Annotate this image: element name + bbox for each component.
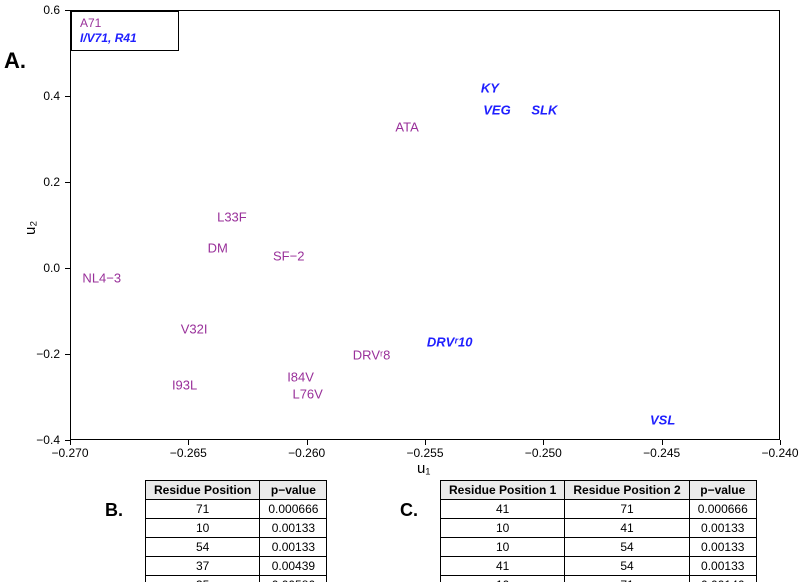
x-tick-mark (780, 440, 781, 445)
y-tick-label: 0.0 (43, 261, 60, 275)
y-tick-label: −0.4 (36, 433, 60, 447)
table-cell: 71 (565, 576, 689, 582)
table-cell: 71 (146, 500, 260, 519)
table-cell: 10 (441, 576, 565, 582)
y-tick-mark (65, 96, 70, 97)
table-cell: 0.000666 (260, 500, 327, 519)
scatter-point-label: NL4−3 (82, 270, 121, 285)
figure: A. NL4−3 V32I I93L DM L33F SF−2 I84V L76V DRVʳ8 A… (0, 0, 800, 582)
table-row: 540.00133 (146, 538, 327, 557)
y-tick-label: 0.2 (43, 175, 60, 189)
legend-line-2: I/V71, R41 (80, 31, 170, 46)
scatter-point-label: ATA (395, 120, 418, 135)
y-tick-label: 0.6 (43, 3, 60, 17)
scatter-point-label: DRVʳ10 (427, 335, 473, 350)
table-row: 41540.00133 (441, 557, 757, 576)
table-row: 10710.00146 (441, 576, 757, 582)
table-b: Residue Positionp−value710.000666100.001… (145, 480, 327, 582)
table-cell: 0.00133 (689, 538, 756, 557)
table-cell: 35 (146, 576, 260, 582)
x-tick-mark (662, 440, 663, 445)
table-row: 100.00133 (146, 519, 327, 538)
x-tick-label: −0.270 (51, 446, 88, 460)
scatter-point-label: I84V (287, 369, 314, 384)
scatter-plot: NL4−3 V32I I93L DM L33F SF−2 I84V L76V DRVʳ8 ATA D… (70, 10, 780, 440)
table-header-cell: Residue Position (146, 481, 260, 500)
table-cell: 54 (146, 538, 260, 557)
scatter-point-label: VEG (483, 102, 510, 117)
scatter-point-label: I93L (172, 378, 197, 393)
x-tick-mark (425, 440, 426, 445)
y-tick-mark (65, 354, 70, 355)
scatter-point-label: SLK (531, 102, 557, 117)
y-tick-label: −0.2 (36, 347, 60, 361)
x-tick-mark (307, 440, 308, 445)
table-header-cell: p−value (689, 481, 756, 500)
x-tick-label: −0.255 (406, 446, 443, 460)
table-cell: 37 (146, 557, 260, 576)
legend-box: A71 I/V71, R41 (71, 11, 179, 51)
x-axis-label: u₁ (417, 460, 430, 477)
table-cell: 10 (441, 519, 565, 538)
table-cell: 54 (565, 557, 689, 576)
panel-label-c: C. (400, 500, 418, 521)
panel-label-a: A. (4, 48, 26, 74)
scatter-point-label: SF−2 (273, 249, 304, 264)
table-cell: 0.00133 (689, 519, 756, 538)
table-row: 370.00439 (146, 557, 327, 576)
table-cell: 0.00133 (260, 519, 327, 538)
x-tick-label: −0.250 (525, 446, 562, 460)
y-tick-mark (65, 268, 70, 269)
scatter-point-label: L33F (217, 210, 247, 225)
y-tick-label: 0.4 (43, 89, 60, 103)
table-row: 41710.000666 (441, 500, 757, 519)
table-c: Residue Position 1Residue Position 2p−va… (440, 480, 757, 582)
x-tick-label: −0.245 (643, 446, 680, 460)
table-header-cell: Residue Position 1 (441, 481, 565, 500)
table-cell: 0.00133 (260, 538, 327, 557)
table-row: 10540.00133 (441, 538, 757, 557)
scatter-point-label: V32I (181, 322, 208, 337)
table-cell: 0.00586 (260, 576, 327, 582)
table-cell: 10 (146, 519, 260, 538)
table-cell: 54 (565, 538, 689, 557)
table-cell: 0.00146 (689, 576, 756, 582)
table-row: 350.00586 (146, 576, 327, 582)
table-cell: 41 (565, 519, 689, 538)
x-tick-label: −0.265 (170, 446, 207, 460)
scatter-point-label: VSL (650, 412, 675, 427)
table-cell: 71 (565, 500, 689, 519)
x-tick-label: −0.240 (761, 446, 798, 460)
x-tick-mark (70, 440, 71, 445)
table-cell: 41 (441, 500, 565, 519)
table-header-cell: Residue Position 2 (565, 481, 689, 500)
table-row: 10410.00133 (441, 519, 757, 538)
x-tick-label: −0.260 (288, 446, 325, 460)
y-tick-mark (65, 440, 70, 441)
table-cell: 0.000666 (689, 500, 756, 519)
scatter-point-label: DRVʳ8 (353, 348, 391, 363)
scatter-point-label: L76V (292, 386, 322, 401)
x-tick-mark (188, 440, 189, 445)
table-cell: 10 (441, 538, 565, 557)
table-header-cell: p−value (260, 481, 327, 500)
y-axis-label: u₂ (22, 221, 39, 235)
table-cell: 41 (441, 557, 565, 576)
scatter-point-label: DM (208, 240, 228, 255)
legend-line-1: A71 (80, 16, 170, 31)
table-cell: 0.00133 (689, 557, 756, 576)
y-tick-mark (65, 182, 70, 183)
y-tick-mark (65, 10, 70, 11)
x-tick-mark (543, 440, 544, 445)
panel-label-b: B. (105, 500, 123, 521)
table-cell: 0.00439 (260, 557, 327, 576)
scatter-point-label: KY (481, 81, 499, 96)
table-row: 710.000666 (146, 500, 327, 519)
